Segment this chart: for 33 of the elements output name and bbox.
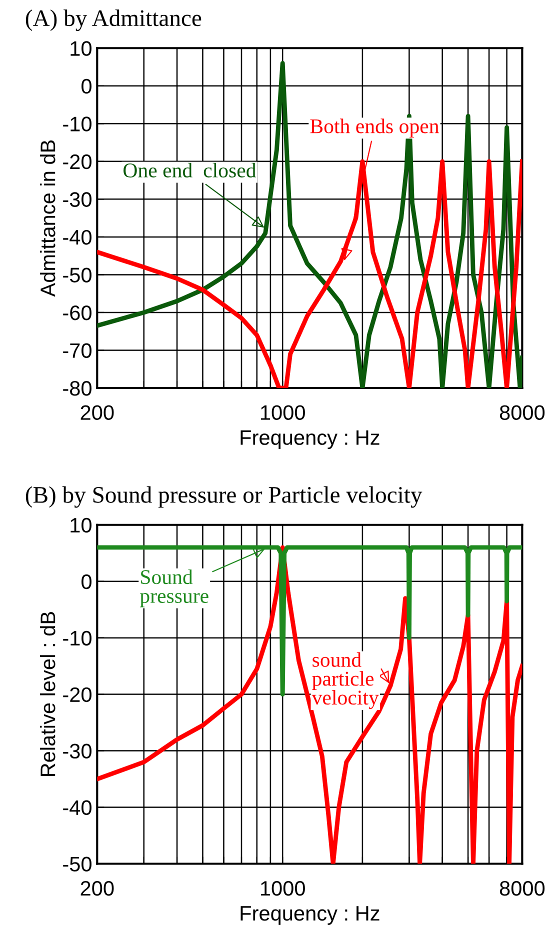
chart-title: (A) by Admittance — [26, 10, 202, 32]
y-tick-label: 0 — [82, 574, 92, 590]
x-tick-label: 1000 — [261, 880, 305, 896]
y-tick-label: -40 — [63, 230, 92, 245]
y-tick-label: -10 — [63, 116, 92, 132]
y-axis-title: Relative level : dB — [40, 612, 56, 776]
y-tick-label: 0 — [82, 78, 92, 94]
chart-title: (B) by Sound pressure or Particle velocity — [26, 486, 422, 508]
y-tick-label: 10 — [70, 41, 92, 56]
x-tick-label: 200 — [80, 880, 114, 896]
y-tick-label: -50 — [63, 856, 92, 872]
y-tick-label: -30 — [63, 192, 92, 207]
x-axis-title: Frequency : Hz — [240, 906, 380, 925]
x-tick-label: 200 — [80, 405, 114, 420]
y-tick-label: 10 — [70, 518, 92, 533]
y-tick-label: -20 — [63, 687, 92, 702]
annotation: Sound pressure — [140, 569, 208, 608]
y-tick-label: -10 — [63, 630, 92, 646]
x-tick-label: 8000 — [500, 405, 545, 420]
x-tick-label: 1000 — [261, 405, 305, 420]
y-tick-label: -70 — [63, 343, 92, 358]
y-axis-title: Admittance in dB — [40, 140, 56, 297]
x-axis-title: Frequency : Hz — [240, 430, 380, 450]
y-tick-label: -80 — [63, 380, 92, 396]
y-tick-label: -30 — [63, 744, 92, 759]
y-tick-label: -50 — [63, 268, 92, 282]
y-tick-label: -20 — [63, 154, 92, 170]
y-tick-label: -40 — [63, 800, 92, 816]
x-tick-label: 8000 — [500, 880, 545, 896]
y-tick-label: -60 — [63, 305, 92, 320]
annotation: One end closed — [124, 162, 256, 178]
annotation: sound particle velocity — [312, 652, 379, 709]
annotation: Both ends open — [310, 118, 439, 138]
